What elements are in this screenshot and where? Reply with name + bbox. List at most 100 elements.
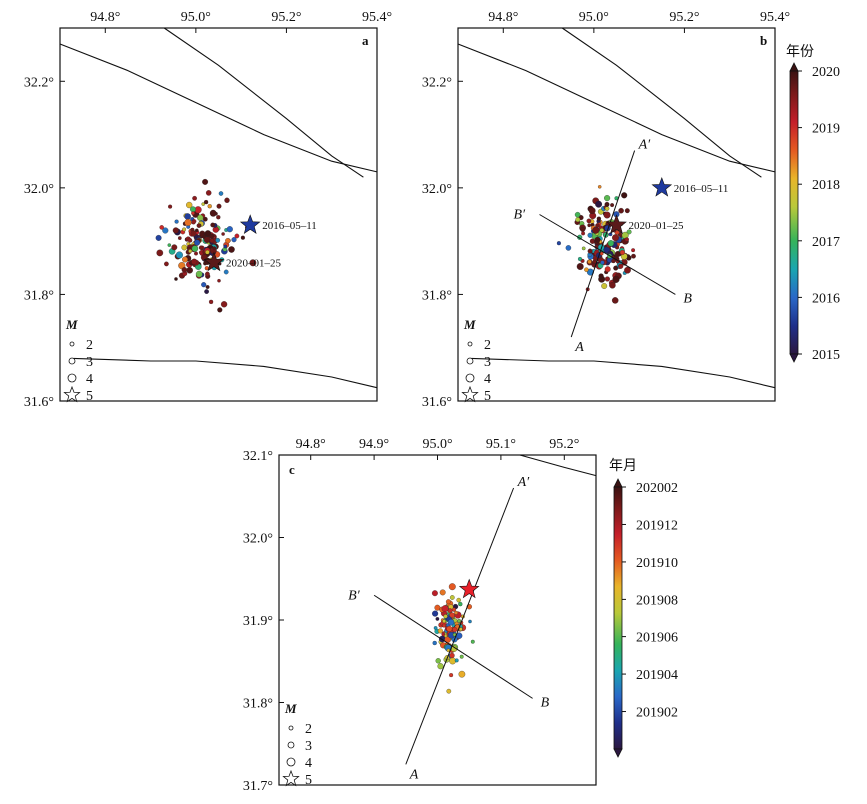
x-tick-label: 95.2° — [549, 437, 579, 452]
event-point — [201, 202, 205, 206]
event-point — [216, 203, 222, 209]
colorbar-year-ticks: 2020 2019 2018 2017 2016 2015 — [798, 65, 840, 363]
legend-title: M — [463, 317, 476, 332]
event-point — [192, 195, 197, 201]
event-point — [624, 208, 630, 214]
panel-a-faults — [59, 27, 378, 389]
event-point — [576, 263, 584, 270]
event-point — [210, 222, 216, 228]
event-point — [202, 216, 208, 222]
profile-line — [373, 594, 533, 699]
event-point — [459, 654, 464, 659]
event-point — [194, 251, 198, 256]
profile-start-label: B′ — [514, 208, 527, 223]
y-tick-label: 31.8° — [422, 288, 452, 303]
event-point — [447, 618, 455, 626]
event-point — [439, 589, 446, 596]
legend-circle-symbol — [67, 373, 77, 383]
x-tick-label: 95.2° — [271, 10, 301, 25]
event-point — [231, 237, 237, 243]
event-point — [594, 236, 601, 243]
event-point — [618, 207, 624, 214]
legend-item-label: 4 — [484, 372, 491, 387]
event-point — [599, 228, 605, 233]
event-point — [432, 610, 439, 617]
mainshock-star — [239, 214, 261, 234]
x-tick-label: 94.8° — [90, 10, 120, 25]
colorbar-year-top-arrow — [789, 62, 799, 72]
panel-c-label: c — [289, 462, 295, 477]
legend-item-label: 3 — [86, 355, 93, 370]
mainshock-star — [458, 578, 480, 599]
event-point — [468, 619, 472, 624]
colorbar-month-bar — [613, 486, 623, 750]
legend-item-label: 2 — [305, 722, 312, 737]
legend-item-label: 4 — [86, 372, 93, 387]
event-point — [587, 223, 592, 228]
event-point — [437, 663, 444, 670]
event-point — [221, 232, 225, 236]
event-point — [199, 231, 205, 237]
event-point — [584, 267, 589, 272]
event-point — [575, 217, 581, 223]
event-point — [188, 249, 193, 254]
event-point — [577, 256, 583, 262]
event-point — [442, 619, 446, 624]
event-point — [621, 192, 628, 199]
event-point — [441, 605, 449, 613]
colorbar-tick-label: 201912 — [636, 518, 678, 533]
colorbar-tick-label: 2017 — [812, 235, 840, 250]
fault-line — [457, 43, 776, 173]
event-point — [611, 297, 619, 304]
colorbar-year-bar — [789, 70, 799, 355]
event-point — [589, 238, 596, 244]
mainshock-star — [203, 251, 225, 272]
panel-c-stars — [458, 578, 480, 599]
x-tick-label: 95.4° — [362, 10, 392, 25]
event-point — [171, 244, 178, 251]
panel-b: b 94.8° 95.0° 95.2° 95.4° 31.6° 31.8° 32.0° 32.… — [422, 10, 790, 410]
event-point — [446, 688, 452, 694]
colorbar-month-top-arrow — [613, 478, 623, 488]
y-tick-label: 31.6° — [24, 395, 54, 410]
panel-a-frame — [59, 27, 378, 402]
event-point — [580, 227, 586, 232]
fault-line — [519, 454, 597, 477]
legend-star-symbol — [63, 385, 81, 403]
event-point — [604, 206, 610, 211]
event-point — [449, 595, 455, 600]
event-point — [203, 236, 211, 244]
event-point — [581, 246, 586, 251]
panel-c-faults — [519, 454, 597, 477]
event-point — [201, 282, 207, 288]
event-point — [175, 251, 183, 259]
panel-c-magnitude-legend: M2 3 4 5 — [282, 701, 312, 788]
fault-line — [561, 27, 762, 178]
event-point — [631, 253, 636, 259]
event-point — [217, 278, 221, 283]
event-point — [174, 219, 179, 224]
event-point — [432, 640, 437, 646]
profile-end-label: B — [541, 695, 550, 710]
event-point — [448, 583, 456, 591]
legend-star-symbol — [461, 385, 479, 403]
event-point — [212, 246, 217, 250]
colorbar-year-title: 年份 — [786, 44, 814, 60]
event-point — [454, 658, 459, 663]
event-point — [168, 204, 173, 209]
event-point — [604, 195, 611, 202]
legend-circle-symbol — [466, 357, 474, 365]
event-point — [196, 223, 202, 228]
event-point — [458, 670, 466, 678]
profile-end-label: A′ — [638, 138, 652, 153]
panel-b-label: b — [760, 33, 767, 48]
event-point — [604, 276, 610, 282]
event-point — [191, 211, 195, 216]
profile-line — [405, 487, 515, 765]
event-point — [556, 241, 561, 246]
legend-circle-symbol — [68, 357, 76, 365]
event-point — [224, 197, 230, 203]
event-point — [209, 238, 215, 244]
event-point — [588, 207, 596, 215]
